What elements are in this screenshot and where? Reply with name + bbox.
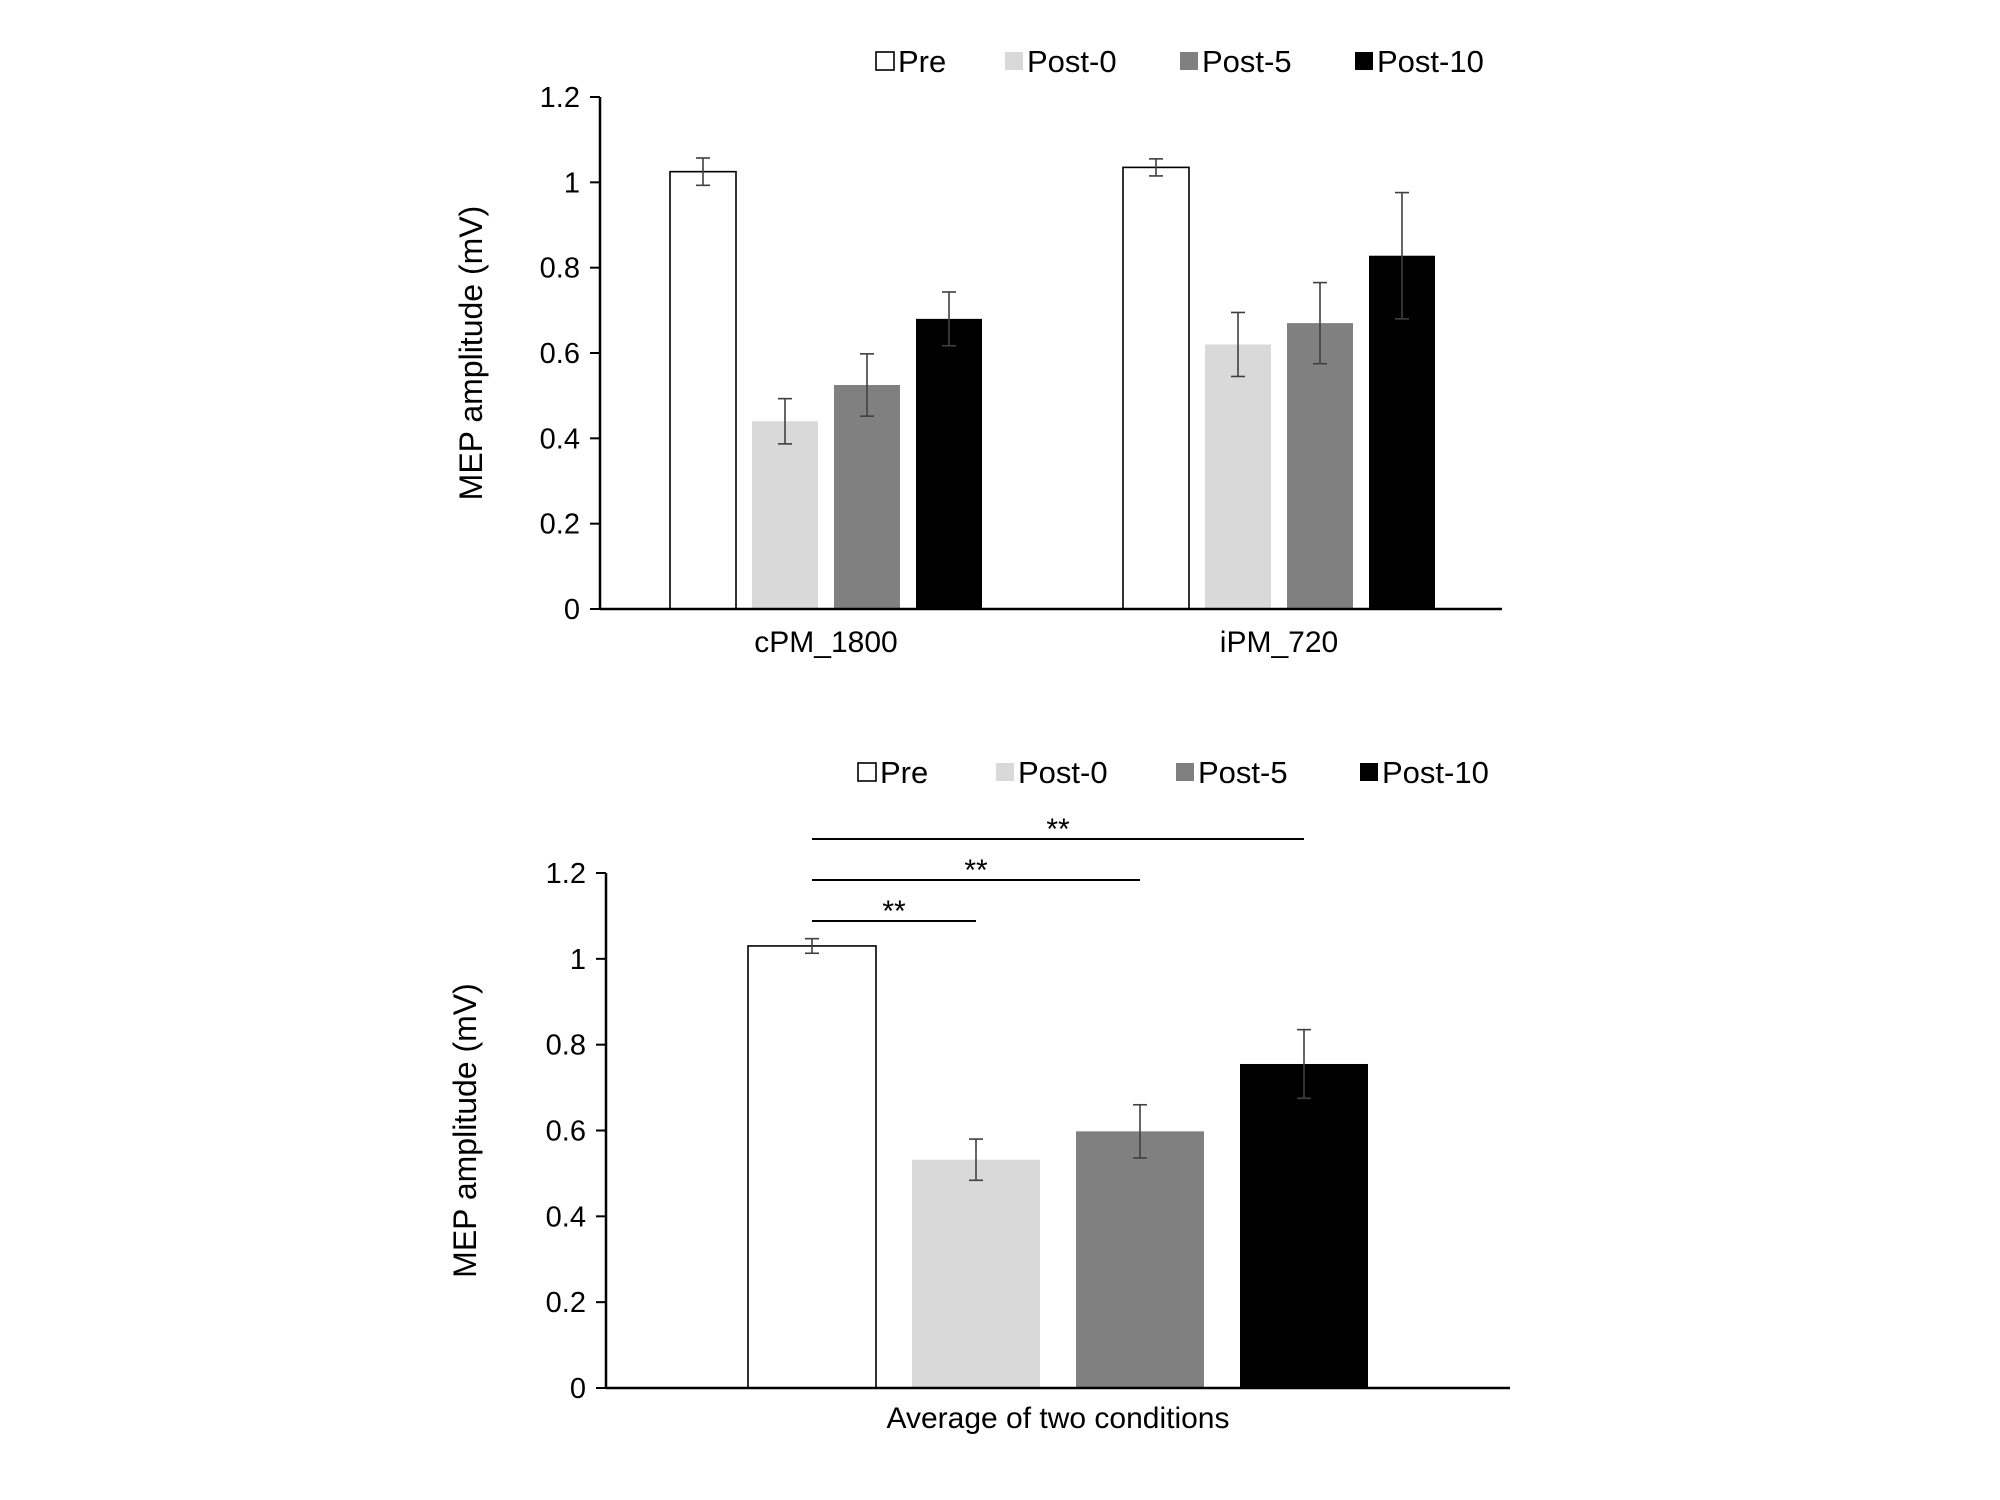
- chart2-y-tick-label-1-2: 1.2: [546, 858, 586, 890]
- chart1-bar-cpm-1800-post-5: [834, 385, 900, 609]
- chart2-error-bar-average-of-two-conditions-post-0: [969, 1138, 983, 1182]
- chart1-bar-cpm-1800-post-10: [916, 318, 982, 609]
- chart1-category-label-ipm-720: iPM_720: [1220, 626, 1338, 659]
- chart1-bar-ipm-720-pre: [1122, 166, 1190, 610]
- chart1-bar-ipm-720-post-0: [1205, 344, 1271, 609]
- chart2-bar-average-of-two-conditions-post-0: [912, 1159, 1040, 1388]
- chart2-y-tick-label-0: 0: [570, 1373, 586, 1405]
- chart2-y-tick-label-0-8: 0.8: [546, 1030, 586, 1062]
- chart1-y-tick-label-0-4: 0.4: [540, 423, 580, 455]
- chart1-y-tick-label-0-2: 0.2: [540, 509, 580, 541]
- chart1-category-label-cpm-1800: cPM_1800: [754, 626, 897, 659]
- chart2-y-tick-label-0-4: 0.4: [546, 1201, 586, 1233]
- chart2-y-tick-label-0-6: 0.6: [546, 1116, 586, 1148]
- chart2-significance-label-pre-post-5: **: [964, 854, 988, 887]
- chart2-bar-average-of-two-conditions-pre: [747, 945, 877, 1389]
- chart1-bar-cpm-1800-post-0: [752, 421, 818, 609]
- chart1-y-tick-label-1: 1: [564, 167, 580, 199]
- chart1-legend-label-post-5: Post-5: [1202, 44, 1292, 79]
- chart2-bar-average-of-two-conditions-post-5: [1076, 1131, 1204, 1388]
- chart1-y-tick-label-1-2: 1.2: [540, 82, 580, 114]
- chart2-significance-label-pre-post-10: **: [1046, 813, 1070, 846]
- chart1-legend-label-post-0: Post-0: [1027, 44, 1117, 79]
- chart1-y-tick-label-0-8: 0.8: [540, 253, 580, 285]
- chart2-legend-label-post-10: Post-10: [1382, 755, 1489, 790]
- chart2-legend-label-post-0: Post-0: [1018, 755, 1108, 790]
- chart1-legend-swatch-post-10: [1355, 52, 1373, 70]
- chart1-error-bar-cpm-1800-post-0: [778, 397, 792, 445]
- chart1-legend-label-post-10: Post-10: [1377, 44, 1484, 79]
- chart2-legend-swatch-post-0: [996, 763, 1014, 781]
- chart2-error-bar-average-of-two-conditions-pre: [805, 937, 819, 955]
- chart2-y-tick-label-1: 1: [570, 944, 586, 976]
- chart2-legend-swatch-post-10: [1360, 763, 1378, 781]
- chart1-error-bar-cpm-1800-pre: [696, 157, 710, 187]
- chart2-y-axis-title: MEP amplitude (mV): [447, 983, 483, 1278]
- chart2-y-tick-label-0-2: 0.2: [546, 1287, 586, 1319]
- chart1-error-bar-ipm-720-post-5: [1313, 281, 1327, 365]
- chart1-y-axis-title: MEP amplitude (mV): [453, 206, 489, 501]
- chart-bottom-average: Average of two conditions 0 0.2 0.4 0.6 0.8 1 1…: [447, 755, 1510, 1435]
- chart2-legend-swatch-pre: [857, 762, 877, 782]
- chart2-error-bar-average-of-two-conditions-post-5: [1133, 1103, 1147, 1159]
- chart-top-by-condition: cPM_1800 iPM_720 0 0.2 0.4 0.6 0.8 1 1.2 MEP ampl…: [453, 44, 1502, 659]
- chart1-y-tick-label-0-6: 0.6: [540, 338, 580, 370]
- chart2-legend-swatch-post-5: [1176, 763, 1194, 781]
- chart1-error-bar-ipm-720-post-10: [1395, 191, 1409, 320]
- chart2-category-label-average-of-two-conditions: Average of two conditions: [887, 1402, 1230, 1435]
- chart1-y-tick-label-0: 0: [564, 594, 580, 626]
- chart1-legend-swatch-post-5: [1180, 52, 1198, 70]
- chart2-error-bar-average-of-two-conditions-post-10: [1297, 1028, 1311, 1100]
- chart2-bar-average-of-two-conditions-post-10: [1240, 1063, 1368, 1388]
- chart1-error-bar-cpm-1800-post-5: [860, 353, 874, 417]
- chart1-legend-swatch-post-0: [1005, 52, 1023, 70]
- chart1-error-bar-ipm-720-post-0: [1231, 311, 1245, 378]
- chart1-legend-label-pre: Pre: [898, 44, 946, 79]
- chart1-bar-cpm-1800-pre: [669, 170, 737, 610]
- chart1-error-bar-cpm-1800-post-10: [942, 291, 956, 347]
- chart2-legend-label-post-5: Post-5: [1198, 755, 1288, 790]
- chart1-bar-ipm-720-post-5: [1287, 323, 1353, 609]
- chart2-legend-label-pre: Pre: [880, 755, 928, 790]
- chart1-error-bar-ipm-720-pre: [1149, 158, 1163, 177]
- chart2-significance-label-pre-post-0: **: [882, 895, 906, 928]
- chart1-legend-swatch-pre: [875, 51, 895, 71]
